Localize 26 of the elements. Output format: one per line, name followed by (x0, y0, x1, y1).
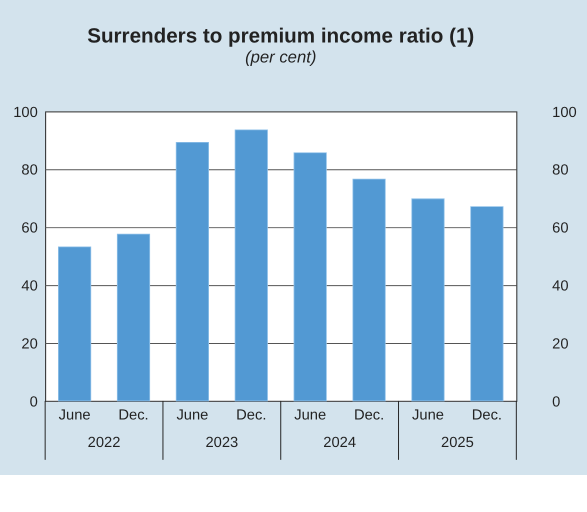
x-tick-label: Dec. (118, 408, 149, 424)
y-tick-label: 60 (21, 220, 38, 237)
y2-tick-label: 60 (552, 220, 569, 237)
x-tick-label: Dec. (354, 408, 384, 424)
y-tick-label: 80 (21, 162, 38, 179)
x-tick-label: Dec. (236, 408, 266, 424)
y2-tick-label: 100 (552, 104, 577, 121)
y2-tick-label: 80 (552, 162, 569, 179)
chart-subtitle: (per cent) (245, 47, 316, 66)
y2-tick-label: 0 (552, 394, 560, 410)
text: 2022 (88, 435, 120, 452)
text: 2023 (205, 435, 238, 452)
y-tick-label: 0 (30, 394, 38, 410)
x-tick-label: Dec. (472, 408, 502, 424)
x-tick-label: June (412, 408, 444, 424)
x-tick-label: June (176, 408, 208, 424)
x-tick-label: June (294, 408, 326, 424)
y2-tick-label: 20 (552, 336, 569, 352)
y2-tick-label: 40 (552, 278, 569, 295)
text: 2025 (441, 435, 474, 452)
y-tick-label: 100 (13, 104, 38, 121)
text: 2024 (323, 435, 356, 452)
x-tick-label: June (58, 408, 91, 424)
y-tick-label: 20 (21, 336, 38, 352)
chart-title: Surrenders to premium income ratio (1) (87, 24, 474, 48)
y-tick-label: 40 (21, 278, 38, 295)
